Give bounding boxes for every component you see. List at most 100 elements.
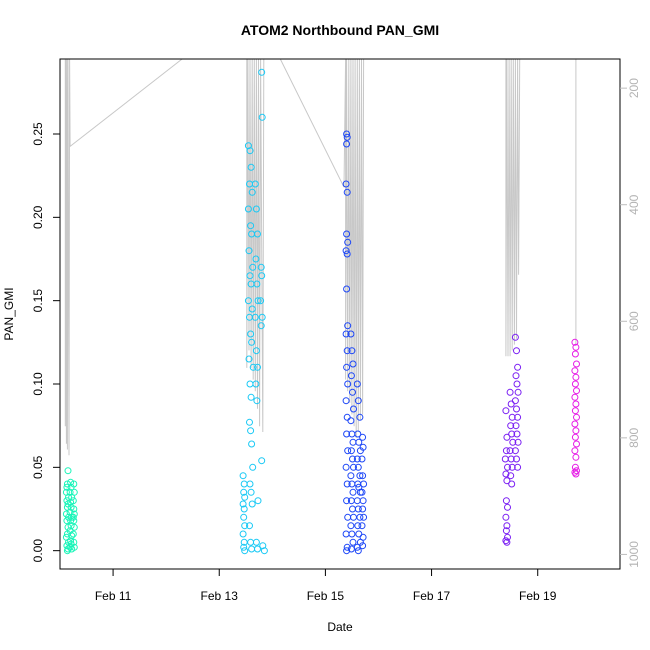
data-point: [514, 388, 522, 396]
data-point: [502, 407, 510, 415]
data-point: [254, 297, 262, 305]
data-point: [257, 322, 265, 330]
data-point: [70, 505, 78, 513]
data-point: [254, 497, 262, 505]
data-point: [358, 488, 366, 496]
data-point: [343, 347, 351, 355]
altitude-profile: [64, 58, 577, 456]
data-point: [247, 393, 255, 401]
data-point: [246, 418, 253, 426]
data-point: [69, 497, 77, 505]
data-point: [503, 538, 511, 546]
data-point: [252, 347, 260, 355]
data-point: [240, 513, 248, 521]
data-point: [503, 522, 511, 530]
data-point: [343, 430, 351, 438]
data-point: [572, 373, 580, 381]
data-point: [573, 360, 580, 368]
data-point: [344, 322, 352, 330]
data-point: [241, 522, 249, 530]
data-point: [571, 380, 579, 388]
data-point: [511, 447, 519, 455]
data-point: [348, 530, 356, 538]
data-point: [513, 455, 520, 463]
data-point: [359, 505, 367, 513]
data-point: [347, 372, 355, 380]
data-point: [254, 363, 261, 371]
right-tick-label: 200: [627, 78, 641, 98]
data-point: [248, 188, 256, 196]
data-point: [355, 530, 363, 538]
data-point: [66, 543, 74, 551]
data-point: [249, 263, 257, 271]
data-point: [354, 430, 362, 438]
data-point: [502, 527, 510, 535]
data-point: [343, 480, 351, 488]
data-point: [572, 343, 580, 351]
data-point: [359, 472, 367, 480]
altitude-profile-line: [64, 58, 577, 456]
data-point: [509, 438, 517, 446]
x-axis-label: Date: [327, 620, 353, 634]
data-point: [506, 447, 514, 455]
data-point: [343, 547, 351, 555]
y-tick-label: 0.15: [31, 289, 45, 313]
data-point: [342, 397, 350, 405]
data-point: [252, 380, 260, 388]
data-point: [360, 513, 368, 521]
data-point: [504, 503, 511, 511]
data-point: [70, 523, 78, 531]
data-point: [342, 530, 350, 538]
x-tick-label: Feb 19: [519, 589, 557, 603]
data-point: [347, 522, 355, 530]
data-point: [571, 350, 579, 358]
data-point: [347, 447, 355, 455]
data-point: [244, 205, 252, 213]
data-point: [514, 438, 522, 446]
data-point: [511, 397, 519, 405]
data-point: [359, 497, 367, 505]
data-point: [571, 338, 579, 346]
data-point: [359, 433, 367, 441]
data-point: [513, 430, 521, 438]
data-point: [70, 488, 78, 496]
y-axis-label: PAN_GMI: [2, 287, 16, 340]
data-point: [507, 422, 515, 430]
data-point: [503, 433, 511, 441]
data-point: [359, 542, 367, 550]
right-tick-label: 1000: [627, 541, 641, 568]
data-point: [349, 438, 357, 446]
data-point: [343, 543, 351, 551]
x-tick-label: Feb 15: [307, 589, 345, 603]
data-point: [240, 505, 248, 513]
data-point: [350, 513, 357, 521]
right-tick-label: 800: [627, 428, 641, 448]
x-axis: Feb 11 Feb 13 Feb 15 Feb 17 Feb 19: [95, 569, 557, 603]
data-point: [573, 467, 580, 475]
data-point: [258, 272, 266, 280]
x-tick-label: Feb 13: [201, 589, 239, 603]
data-point: [349, 538, 357, 546]
data-point: [347, 472, 355, 480]
data-point: [571, 463, 579, 471]
data-point: [344, 380, 352, 388]
data-point: [349, 360, 357, 368]
data-point: [508, 430, 516, 438]
data-point: [355, 438, 363, 446]
data-point: [514, 363, 522, 371]
y-tick-label: 0.10: [31, 372, 45, 396]
data-point: [354, 463, 362, 471]
data-point: [343, 230, 351, 238]
data-point: [350, 463, 357, 471]
data-point: [343, 140, 351, 148]
x-tick-label: Feb 11: [95, 589, 132, 603]
data-point: [571, 433, 579, 441]
data-point: [572, 453, 580, 461]
data-point: [349, 455, 356, 463]
data-point: [70, 510, 78, 518]
data-point: [251, 180, 259, 188]
data-point: [514, 463, 522, 471]
data-point: [514, 413, 522, 421]
data-point: [358, 522, 366, 530]
data-point: [246, 147, 254, 155]
